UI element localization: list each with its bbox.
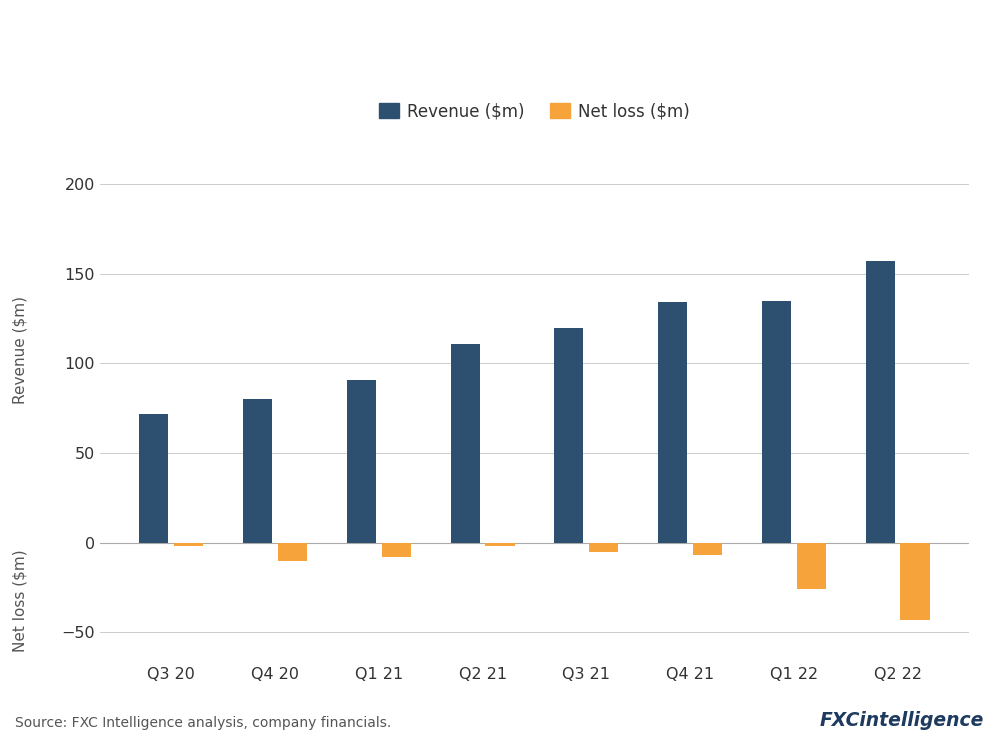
Bar bbox=[589, 542, 618, 551]
Text: Source: FXC Intelligence analysis, company financials.: Source: FXC Intelligence analysis, compa… bbox=[15, 716, 392, 730]
Bar bbox=[347, 380, 376, 542]
Bar bbox=[865, 261, 895, 542]
Legend: Revenue ($m), Net loss ($m): Revenue ($m), Net loss ($m) bbox=[373, 95, 696, 127]
Bar bbox=[762, 300, 791, 542]
Text: Net loss ($m): Net loss ($m) bbox=[12, 550, 28, 652]
Text: FXCintelligence: FXCintelligence bbox=[819, 712, 984, 730]
Bar bbox=[554, 327, 583, 542]
Bar bbox=[278, 542, 307, 560]
Bar bbox=[140, 413, 169, 542]
Bar bbox=[693, 542, 722, 555]
Bar bbox=[382, 542, 411, 557]
Bar bbox=[797, 542, 826, 589]
Bar bbox=[658, 303, 687, 542]
Text: Profitability remains a low near-term priority for Remitly: Profitability remains a low near-term pr… bbox=[15, 31, 930, 60]
Text: Remitly quarterly revenue and net loss: Remitly quarterly revenue and net loss bbox=[15, 91, 381, 111]
Text: Revenue ($m): Revenue ($m) bbox=[12, 296, 28, 404]
Bar bbox=[486, 542, 514, 546]
Bar bbox=[243, 399, 272, 542]
Bar bbox=[451, 344, 480, 542]
Bar bbox=[900, 542, 929, 619]
Bar bbox=[174, 542, 204, 546]
